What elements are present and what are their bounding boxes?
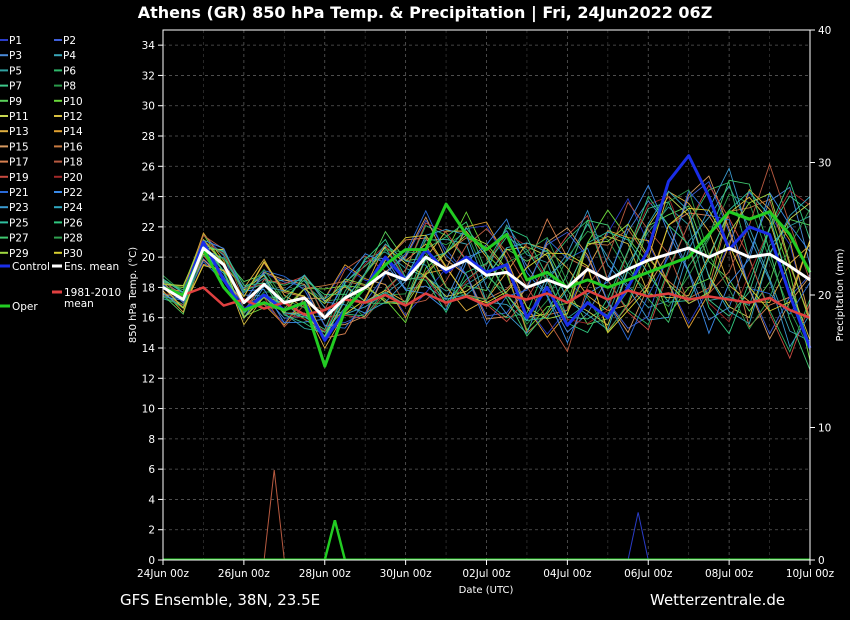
series-line-ens-mean: [162, 246, 811, 320]
x-tick-label: 04Jul 00z: [543, 568, 592, 580]
legend-label-p8: P8: [63, 81, 76, 93]
member-line-p28: [162, 189, 811, 340]
legend-label-p4: P4: [63, 50, 76, 62]
member-line-p21: [162, 189, 811, 341]
legend-label-p20: P20: [63, 172, 83, 184]
member-line-p23: [162, 167, 811, 348]
member-line-p29: [162, 192, 811, 322]
precip-peak-p1: [627, 512, 649, 561]
series-line-oper: [162, 202, 812, 368]
legend-label-oper: Oper: [12, 301, 38, 313]
legend-label-p5: P5: [9, 65, 22, 77]
legend-label-p3: P3: [9, 50, 22, 62]
y-tick-label: 32: [142, 70, 155, 82]
x-tick-label: 30Jun 00z: [380, 568, 432, 580]
legend-label-p12: P12: [63, 111, 83, 123]
legend-label-control: Control: [12, 261, 50, 273]
chart-title: Athens (GR) 850 hPa Temp. & Precipitatio…: [138, 3, 713, 23]
y2-tick-label: 40: [818, 25, 831, 37]
y-tick-label: 10: [142, 404, 155, 416]
x-tick-label: 26Jun 00z: [218, 568, 270, 580]
y-tick-label: 34: [142, 40, 156, 52]
legend-label-p11: P11: [9, 111, 29, 123]
x-tick-label: 28Jun 00z: [299, 568, 351, 580]
member-line-p1: [162, 191, 811, 335]
y-tick-label: 24: [142, 192, 156, 204]
legend-label-p22: P22: [63, 187, 83, 199]
y-tick-label: 4: [148, 494, 155, 506]
legend-label-p21: P21: [9, 187, 29, 199]
member-line-p30: [162, 207, 811, 340]
legend-label-p25: P25: [9, 217, 29, 229]
precip-peak-p18: [263, 469, 285, 561]
footer-model-info: GFS Ensemble, 38N, 23.5E: [120, 591, 320, 609]
legend-label-p14: P14: [63, 126, 83, 138]
x-axis-label: Date (UTC): [459, 585, 514, 596]
legend-label-p24: P24: [63, 202, 83, 214]
x-tick-label: 10Jul 00z: [786, 568, 835, 580]
y-tick-label: 20: [142, 252, 155, 264]
legend-label-p30: P30: [63, 248, 83, 260]
y-tick-label: 6: [148, 464, 155, 476]
y2-tick-label: 30: [818, 158, 831, 170]
legend-label-p26: P26: [63, 217, 83, 229]
y-tick-label: 16: [142, 313, 156, 325]
grid: [162, 30, 811, 561]
y2-tick-label: 0: [818, 555, 825, 567]
y-tick-label: 8: [148, 434, 155, 446]
legend-label-p2: P2: [63, 35, 76, 47]
y-tick-label: 18: [142, 282, 155, 294]
legend-label-p19: P19: [9, 172, 29, 184]
precip-peak-oper: [323, 519, 347, 561]
y-tick-label: 2: [148, 525, 155, 537]
y-tick-label: 28: [142, 131, 155, 143]
x-tick-label: 24Jun 00z: [137, 568, 189, 580]
y2-tick-label: 20: [818, 290, 831, 302]
main-lines: [162, 154, 812, 368]
legend-label-1981-2010-mean: 1981-2010 mean: [64, 287, 121, 310]
y-tick-label: 26: [142, 161, 156, 173]
legend-label-p10: P10: [63, 96, 83, 108]
x-tick-label: 06Jul 00z: [624, 568, 673, 580]
member-line-p14: [162, 188, 811, 339]
y2-tick-label: 10: [818, 423, 831, 435]
y-tick-label: 0: [148, 555, 155, 567]
legend-label-p27: P27: [9, 233, 29, 245]
series-line-control: [162, 154, 812, 349]
legend-label-ens-mean: Ens. mean: [64, 261, 119, 273]
legend-label-p16: P16: [63, 141, 83, 153]
legend-label-p6: P6: [63, 65, 76, 77]
y-axis-label-right: Precipitation (mm): [835, 248, 846, 341]
legend-label-p23: P23: [9, 202, 29, 214]
y-tick-label: 12: [142, 373, 155, 385]
plot-frame: [162, 29, 811, 561]
y-tick-label: 14: [142, 343, 156, 355]
y-tick-label: 30: [142, 101, 155, 113]
footer-site[interactable]: Wetterzentrale.de: [650, 591, 785, 609]
member-line-p26: [162, 179, 811, 337]
legend: P1 P2 P3 P4 P5 P6 P7 P8 P9 P10 P11 P12 P13 P14 P15 P16 P…: [0, 35, 121, 313]
member-line-p2: [162, 180, 811, 335]
legend-label-p17: P17: [9, 157, 29, 169]
y-tick-label: 22: [142, 222, 155, 234]
legend-label-p13: P13: [9, 126, 29, 138]
x-tick-label: 02Jul 00z: [462, 568, 511, 580]
legend-label-p15: P15: [9, 141, 29, 153]
x-tick-label: 08Jul 00z: [705, 568, 754, 580]
legend-label-p28: P28: [63, 233, 83, 245]
axes: 0246810121416182022242628303234010203040…: [137, 25, 835, 580]
y-axis-label-left: 850 hPa Temp. (°C): [128, 247, 139, 343]
legend-label-p7: P7: [9, 81, 22, 93]
legend-label-p1: P1: [9, 35, 22, 47]
legend-label-p29: P29: [9, 248, 29, 260]
legend-label-p9: P9: [9, 96, 22, 108]
legend-label-p18: P18: [63, 157, 83, 169]
